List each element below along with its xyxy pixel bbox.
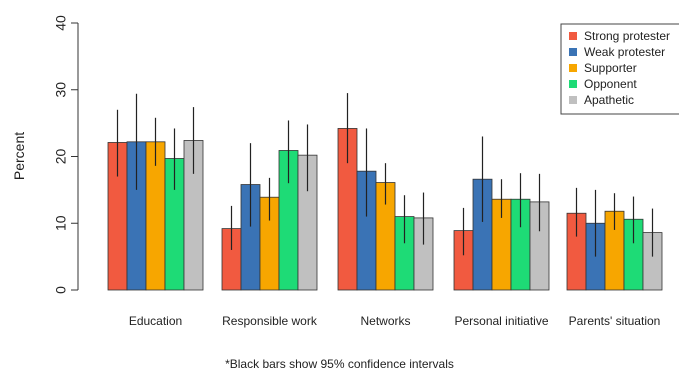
y-tick-label: 30 — [53, 82, 69, 98]
y-tick-label: 10 — [53, 215, 69, 231]
legend-label: Apathetic — [584, 93, 634, 107]
x-tick-labels: Education Responsible work Networks Persona… — [129, 314, 661, 328]
y-tick-label: 20 — [53, 149, 69, 165]
y-tick-label: 40 — [53, 15, 69, 31]
x-tick-label: Education — [129, 314, 182, 328]
legend-swatch — [569, 32, 577, 40]
legend-label: Weak protester — [584, 45, 665, 59]
legend-swatch — [569, 48, 577, 56]
x-tick-label: Networks — [360, 314, 410, 328]
y-axis-label: Percent — [11, 132, 27, 180]
legend-swatch — [569, 80, 577, 88]
legend: Strong protester Weak protester Supporter O… — [560, 23, 679, 115]
legend-label: Supporter — [584, 61, 637, 75]
legend-swatch — [569, 64, 577, 72]
bars — [107, 128, 663, 291]
legend-box — [560, 23, 679, 115]
y-tick-label: 0 — [53, 286, 69, 294]
x-tick-label: Personal initiative — [454, 314, 548, 328]
y-axis: 0 10 20 30 40 — [53, 15, 79, 294]
legend-label: Opponent — [584, 77, 637, 91]
legend-label: Strong protester — [584, 29, 670, 43]
x-tick-label: Responsible work — [222, 314, 318, 328]
x-tick-label: Parents' situation — [569, 314, 661, 328]
footnote: *Black bars show 95% confidence interval… — [225, 357, 454, 371]
error-bars — [116, 93, 654, 257]
legend-swatch — [569, 96, 577, 104]
